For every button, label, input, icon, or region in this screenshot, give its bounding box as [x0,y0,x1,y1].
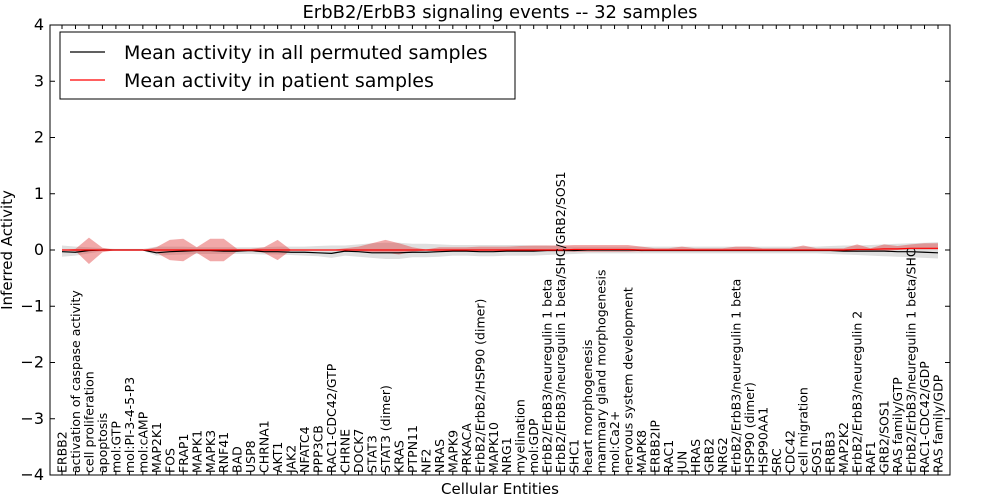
legend-label-patient: Mean activity in patient samples [124,70,434,92]
x-tick-label: ErbB2/ErbB3/neuregulin 1 beta [540,279,555,473]
x-tick-label: SOS1 [809,439,824,473]
x-tick-label: heart morphogenesis [580,340,595,474]
x-tick-label: nervous system development [621,287,636,473]
x-tick-label: MAP2K1 [149,422,164,473]
x-tick-label: PRKACA [459,423,474,473]
x-tick-label: RAC1 [661,440,676,473]
x-tick-label: RAF1 [863,441,878,473]
x-tick-label: RAC1-CDC42/GDP [917,361,932,473]
x-tick-label: ERBB2 [55,431,70,473]
x-tick-label: GRB2 [701,438,716,473]
x-tick-label: myelination [513,399,528,473]
y-tick-label: 1 [34,184,44,203]
y-tick-label: 3 [34,71,44,90]
x-tick-label: ErbB2/ErbB2/HSP90 (dimer) [472,299,487,473]
x-tick-label: CHRNE [338,429,353,473]
x-tick-label: MAPK10 [486,422,501,473]
y-tick-label: 2 [34,128,44,147]
x-tick-label: JUN [674,451,689,474]
x-tick-label: MAPK8 [634,430,649,473]
x-tick-label: ERBB2IP [647,420,662,473]
x-tick-label: USP8 [243,440,258,473]
x-tick-label: STAT3 (dimer) [378,385,393,473]
x-tick-label: ErbB2/ErbB3/neuregulin 1 beta/SHC/GRB2/S… [553,171,568,473]
x-axis-label: Cellular Entities [441,480,559,498]
x-tick-label: cell proliferation [81,371,96,473]
x-tick-label: ErbB2/ErbB3/neuregulin 1 beta [728,279,743,473]
x-tick-label: NRG2 [715,437,730,473]
x-tick-label: NRG1 [499,437,514,473]
x-tick-label: JAK2 [284,445,299,474]
x-tick-label: HRAS [688,439,703,473]
x-tick-label: MAPK9 [445,430,460,473]
x-tick-label: cell migration [796,387,811,473]
patient-mean-line [62,247,938,251]
x-tick-label: FOS [162,448,177,473]
x-tick-label: mol:PI-3-4-5-P3 [122,377,137,473]
x-tick-label: SHC1 [567,439,582,473]
x-tick-label: mol:Ca2+ [607,411,622,473]
x-tick-label: NRAS [432,439,447,473]
x-tick-label: STAT3 [364,435,379,473]
x-tick-label: MAPK3 [203,430,218,473]
x-tick-label: PTPN11 [405,425,420,473]
x-tick-label: mol:GTP [108,421,123,473]
y-tick-label: 0 [34,240,44,259]
x-tick-label: ErbB2/ErbB3/neuregulin 2 [850,311,865,473]
x-tick-label: CHRNA1 [257,420,272,473]
legend-box [59,31,516,100]
x-tick-label: MAP2K2 [836,422,851,473]
x-tick-label: activation of caspase activity [68,290,83,473]
x-tick-label: NFATC4 [297,426,312,473]
y-tick-label: −2 [20,353,44,372]
chart-title: ErbB2/ErbB3 signaling events -- 32 sampl… [302,2,697,23]
x-tick-label: PPP3CB [311,425,326,473]
x-tick-label: apoptosis [95,413,110,473]
x-tick-label: CDC42 [782,430,797,473]
x-tick-label: SRC [769,448,784,473]
x-tick-label: FRAP1 [176,434,191,473]
y-tick-label: −3 [20,409,44,428]
y-axis-label: Inferred Activity [0,190,16,310]
y-tick-label: 4 [34,15,44,34]
x-tick-label: RAS family/GDP [931,374,946,473]
x-tick-label: mol:cAMP [135,411,150,473]
x-tick-label: RAC1-CDC42/GTP [324,363,339,473]
x-tick-label: ErbB2/ErbB3/neuregulin 1 beta/SHC [904,248,919,473]
x-tick-label: KRAS [391,440,406,473]
x-tick-label: HSP90AA1 [755,407,770,473]
x-tick-label: DOCK7 [351,429,366,473]
x-tick-label: RNF41 [216,432,231,473]
y-tick-label: −1 [20,296,44,315]
x-tick-label: BAD [230,446,245,473]
x-tick-label: HSP90 (dimer) [742,382,757,473]
x-tick-label: NF2 [418,449,433,474]
x-tick-label: MAPK1 [189,430,204,473]
y-tick-label: −4 [20,465,44,484]
legend: Mean activity in all permuted samples Me… [59,31,516,100]
x-tick-label: AKT1 [270,442,285,473]
x-tick-label: ERBB3 [823,431,838,473]
x-tick-label: GRB2/SOS1 [877,400,892,473]
x-tick-label: mol:GDP [526,418,541,473]
x-tick-label: mammary gland morphogenesis [594,270,609,473]
x-tick-label: RAS family/GTP [890,377,905,473]
legend-label-permuted: Mean activity in all permuted samples [124,42,487,64]
